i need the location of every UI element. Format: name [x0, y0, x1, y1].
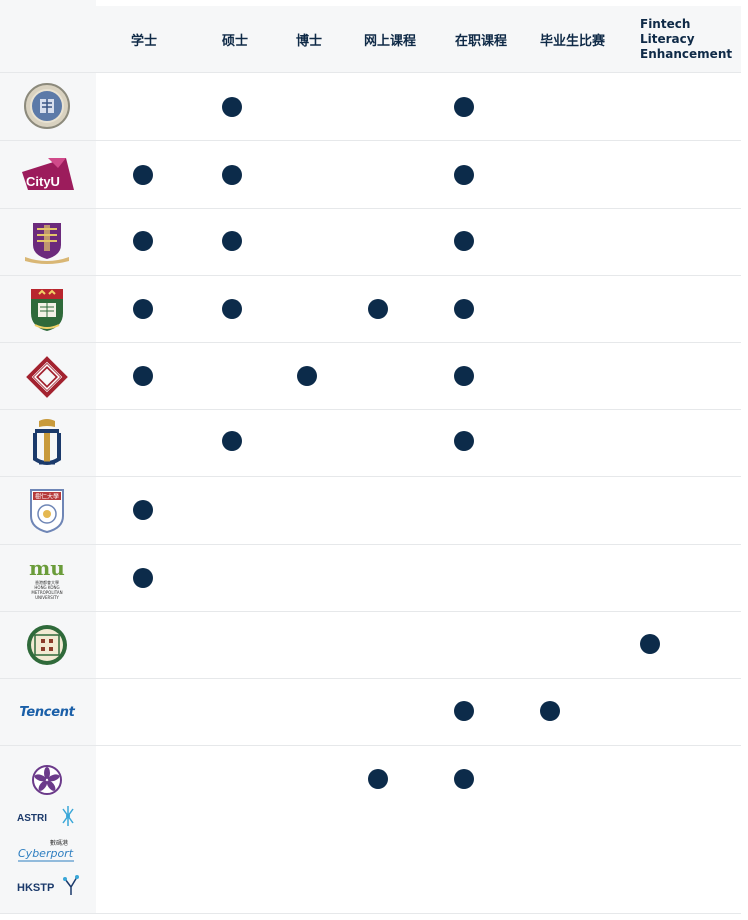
- availability-dot: [133, 366, 153, 386]
- availability-dot: [133, 299, 153, 319]
- availability-dot: [454, 701, 474, 721]
- row-divider: [0, 342, 741, 343]
- availability-dot: [454, 97, 474, 117]
- row-divider: [0, 140, 741, 141]
- availability-dot: [133, 568, 153, 588]
- hk-gov-bauhinia-logo: [14, 760, 80, 800]
- svg-text:HKSTP: HKSTP: [17, 882, 54, 894]
- row-divider: [0, 409, 741, 410]
- svg-text:樹仁大學: 樹仁大學: [35, 493, 59, 501]
- availability-dot: [222, 231, 242, 251]
- row-divider: [0, 208, 741, 209]
- column-header-phd: 博士: [296, 33, 323, 49]
- hku-crest-logo: [14, 283, 80, 335]
- hkstp-logo: HKSTP: [14, 870, 80, 900]
- row-divider: [0, 72, 741, 73]
- row-divider: [0, 275, 741, 276]
- hkmu-subtitle: 香港都會大學 HONG KONG METROPOLITAN UNIVERSITY: [31, 580, 63, 600]
- cuhk-old-seal-logo: [14, 80, 80, 132]
- cityu-logo: CityU: [14, 148, 80, 200]
- hkmu-logo: mu 香港都會大學 HONG KONG METROPOLITAN UNIVERS…: [14, 551, 80, 605]
- availability-dot: [133, 231, 153, 251]
- shue-yan-logo: 樹仁大學: [14, 485, 80, 537]
- column-header-bachelor: 学士: [131, 33, 158, 49]
- svg-text:數碼港: 數碼港: [50, 839, 68, 847]
- svg-text:ASTRI: ASTRI: [17, 813, 47, 824]
- column-header-graduate-competition: 毕业生比赛: [540, 33, 606, 49]
- availability-dot: [222, 165, 242, 185]
- availability-dot: [454, 769, 474, 789]
- tencent-logo: Tencent: [19, 704, 75, 720]
- column-header-fintech-literacy: Fintech Literacy Enhancement: [640, 16, 733, 61]
- availability-dot: [222, 97, 242, 117]
- row-divider: [0, 611, 741, 612]
- availability-dot: [540, 701, 560, 721]
- availability-dot: [368, 299, 388, 319]
- hkmu-wordmark: mu: [29, 556, 65, 580]
- row-divider: [0, 913, 741, 914]
- row-divider: [0, 745, 741, 746]
- row-divider: [0, 678, 741, 679]
- cuhk-crest-logo: [14, 216, 80, 268]
- availability-dot: [454, 231, 474, 251]
- availability-dot: [297, 366, 317, 386]
- column-header-online-course: 网上课程: [364, 33, 417, 49]
- header-row: [96, 6, 741, 72]
- row-divider: [0, 476, 741, 477]
- row-divider: [0, 544, 741, 545]
- svg-text:Cyberport: Cyberport: [18, 847, 74, 860]
- column-header-master: 硕士: [222, 33, 249, 49]
- hkust-logo: [14, 418, 80, 470]
- availability-dot: [133, 165, 153, 185]
- availability-dot: [133, 500, 153, 520]
- availability-dot: [454, 165, 474, 185]
- availability-dot: [454, 366, 474, 386]
- column-header-part-time-course: 在职课程: [455, 33, 508, 49]
- availability-dot: [640, 634, 660, 654]
- school-seal-logo: [14, 619, 80, 671]
- availability-dot: [222, 431, 242, 451]
- availability-dot: [222, 299, 242, 319]
- availability-dot: [454, 299, 474, 319]
- polyu-logo: [14, 351, 80, 403]
- cyberport-logo: 數碼港 Cyberport: [14, 836, 80, 866]
- astri-logo: ASTRI: [14, 802, 80, 830]
- availability-dot: [454, 431, 474, 451]
- availability-dot: [368, 769, 388, 789]
- svg-text:CityU: CityU: [26, 174, 60, 189]
